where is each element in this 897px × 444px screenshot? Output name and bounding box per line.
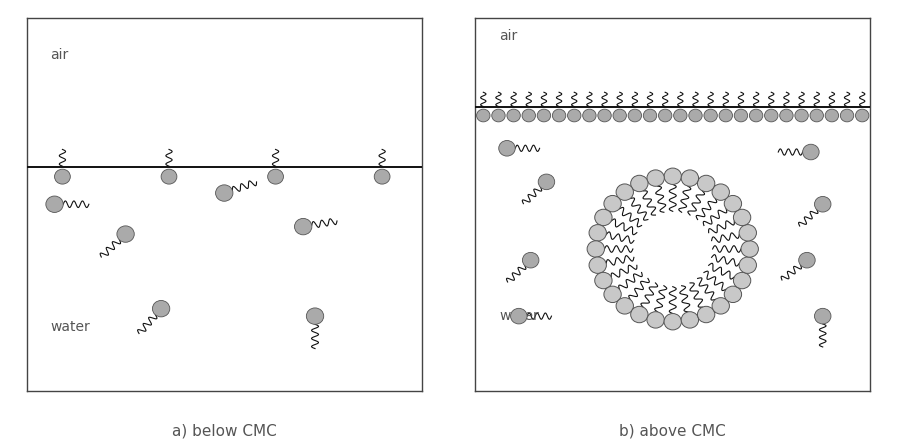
Circle shape bbox=[814, 308, 831, 324]
Circle shape bbox=[510, 308, 527, 324]
Text: water: water bbox=[499, 309, 539, 323]
Circle shape bbox=[724, 195, 742, 212]
Circle shape bbox=[215, 185, 233, 201]
Circle shape bbox=[712, 184, 729, 200]
Circle shape bbox=[604, 195, 622, 212]
Circle shape bbox=[664, 313, 682, 330]
Circle shape bbox=[647, 170, 665, 186]
Circle shape bbox=[764, 109, 778, 122]
Circle shape bbox=[628, 109, 641, 122]
Circle shape bbox=[597, 109, 611, 122]
Circle shape bbox=[499, 140, 515, 156]
Circle shape bbox=[810, 109, 823, 122]
Circle shape bbox=[698, 306, 715, 323]
Circle shape bbox=[689, 109, 702, 122]
Circle shape bbox=[803, 144, 819, 160]
Circle shape bbox=[739, 257, 756, 274]
Circle shape bbox=[616, 297, 633, 314]
Circle shape bbox=[568, 109, 581, 122]
Circle shape bbox=[681, 170, 699, 186]
Circle shape bbox=[588, 241, 605, 257]
Circle shape bbox=[647, 312, 665, 328]
Circle shape bbox=[840, 109, 854, 122]
Circle shape bbox=[825, 109, 839, 122]
Circle shape bbox=[674, 109, 687, 122]
Text: air: air bbox=[499, 29, 518, 43]
Circle shape bbox=[658, 109, 672, 122]
Circle shape bbox=[698, 175, 715, 192]
Circle shape bbox=[374, 169, 390, 184]
Text: a) below CMC: a) below CMC bbox=[172, 423, 276, 438]
Circle shape bbox=[795, 109, 808, 122]
Circle shape bbox=[595, 209, 612, 226]
Circle shape bbox=[631, 175, 648, 192]
Circle shape bbox=[856, 109, 869, 122]
Circle shape bbox=[522, 252, 539, 268]
Circle shape bbox=[724, 286, 742, 302]
Circle shape bbox=[595, 272, 612, 289]
Circle shape bbox=[522, 109, 536, 122]
Circle shape bbox=[161, 169, 177, 184]
Circle shape bbox=[307, 308, 324, 324]
Circle shape bbox=[681, 312, 699, 328]
Text: b) above CMC: b) above CMC bbox=[619, 423, 727, 438]
Circle shape bbox=[537, 109, 551, 122]
Circle shape bbox=[553, 109, 566, 122]
Circle shape bbox=[749, 109, 762, 122]
Circle shape bbox=[664, 168, 682, 184]
Circle shape bbox=[798, 252, 815, 268]
Circle shape bbox=[589, 257, 606, 274]
Circle shape bbox=[779, 109, 793, 122]
Circle shape bbox=[734, 272, 751, 289]
Text: water: water bbox=[50, 320, 91, 334]
Circle shape bbox=[734, 209, 751, 226]
Circle shape bbox=[704, 109, 718, 122]
Circle shape bbox=[267, 169, 283, 184]
Circle shape bbox=[152, 301, 170, 317]
Circle shape bbox=[719, 109, 733, 122]
Circle shape bbox=[538, 174, 554, 190]
Circle shape bbox=[492, 109, 505, 122]
Circle shape bbox=[604, 286, 622, 302]
Text: air: air bbox=[50, 48, 69, 62]
Circle shape bbox=[631, 306, 648, 323]
Circle shape bbox=[814, 196, 831, 212]
Circle shape bbox=[741, 241, 758, 257]
Circle shape bbox=[735, 109, 748, 122]
Circle shape bbox=[476, 109, 490, 122]
Circle shape bbox=[507, 109, 520, 122]
Circle shape bbox=[46, 196, 63, 212]
Circle shape bbox=[739, 225, 756, 241]
Circle shape bbox=[616, 184, 633, 200]
Circle shape bbox=[589, 225, 606, 241]
Circle shape bbox=[294, 218, 312, 235]
Circle shape bbox=[55, 169, 70, 184]
Circle shape bbox=[613, 109, 626, 122]
Circle shape bbox=[712, 297, 729, 314]
Circle shape bbox=[117, 226, 135, 242]
Circle shape bbox=[583, 109, 597, 122]
Circle shape bbox=[643, 109, 657, 122]
